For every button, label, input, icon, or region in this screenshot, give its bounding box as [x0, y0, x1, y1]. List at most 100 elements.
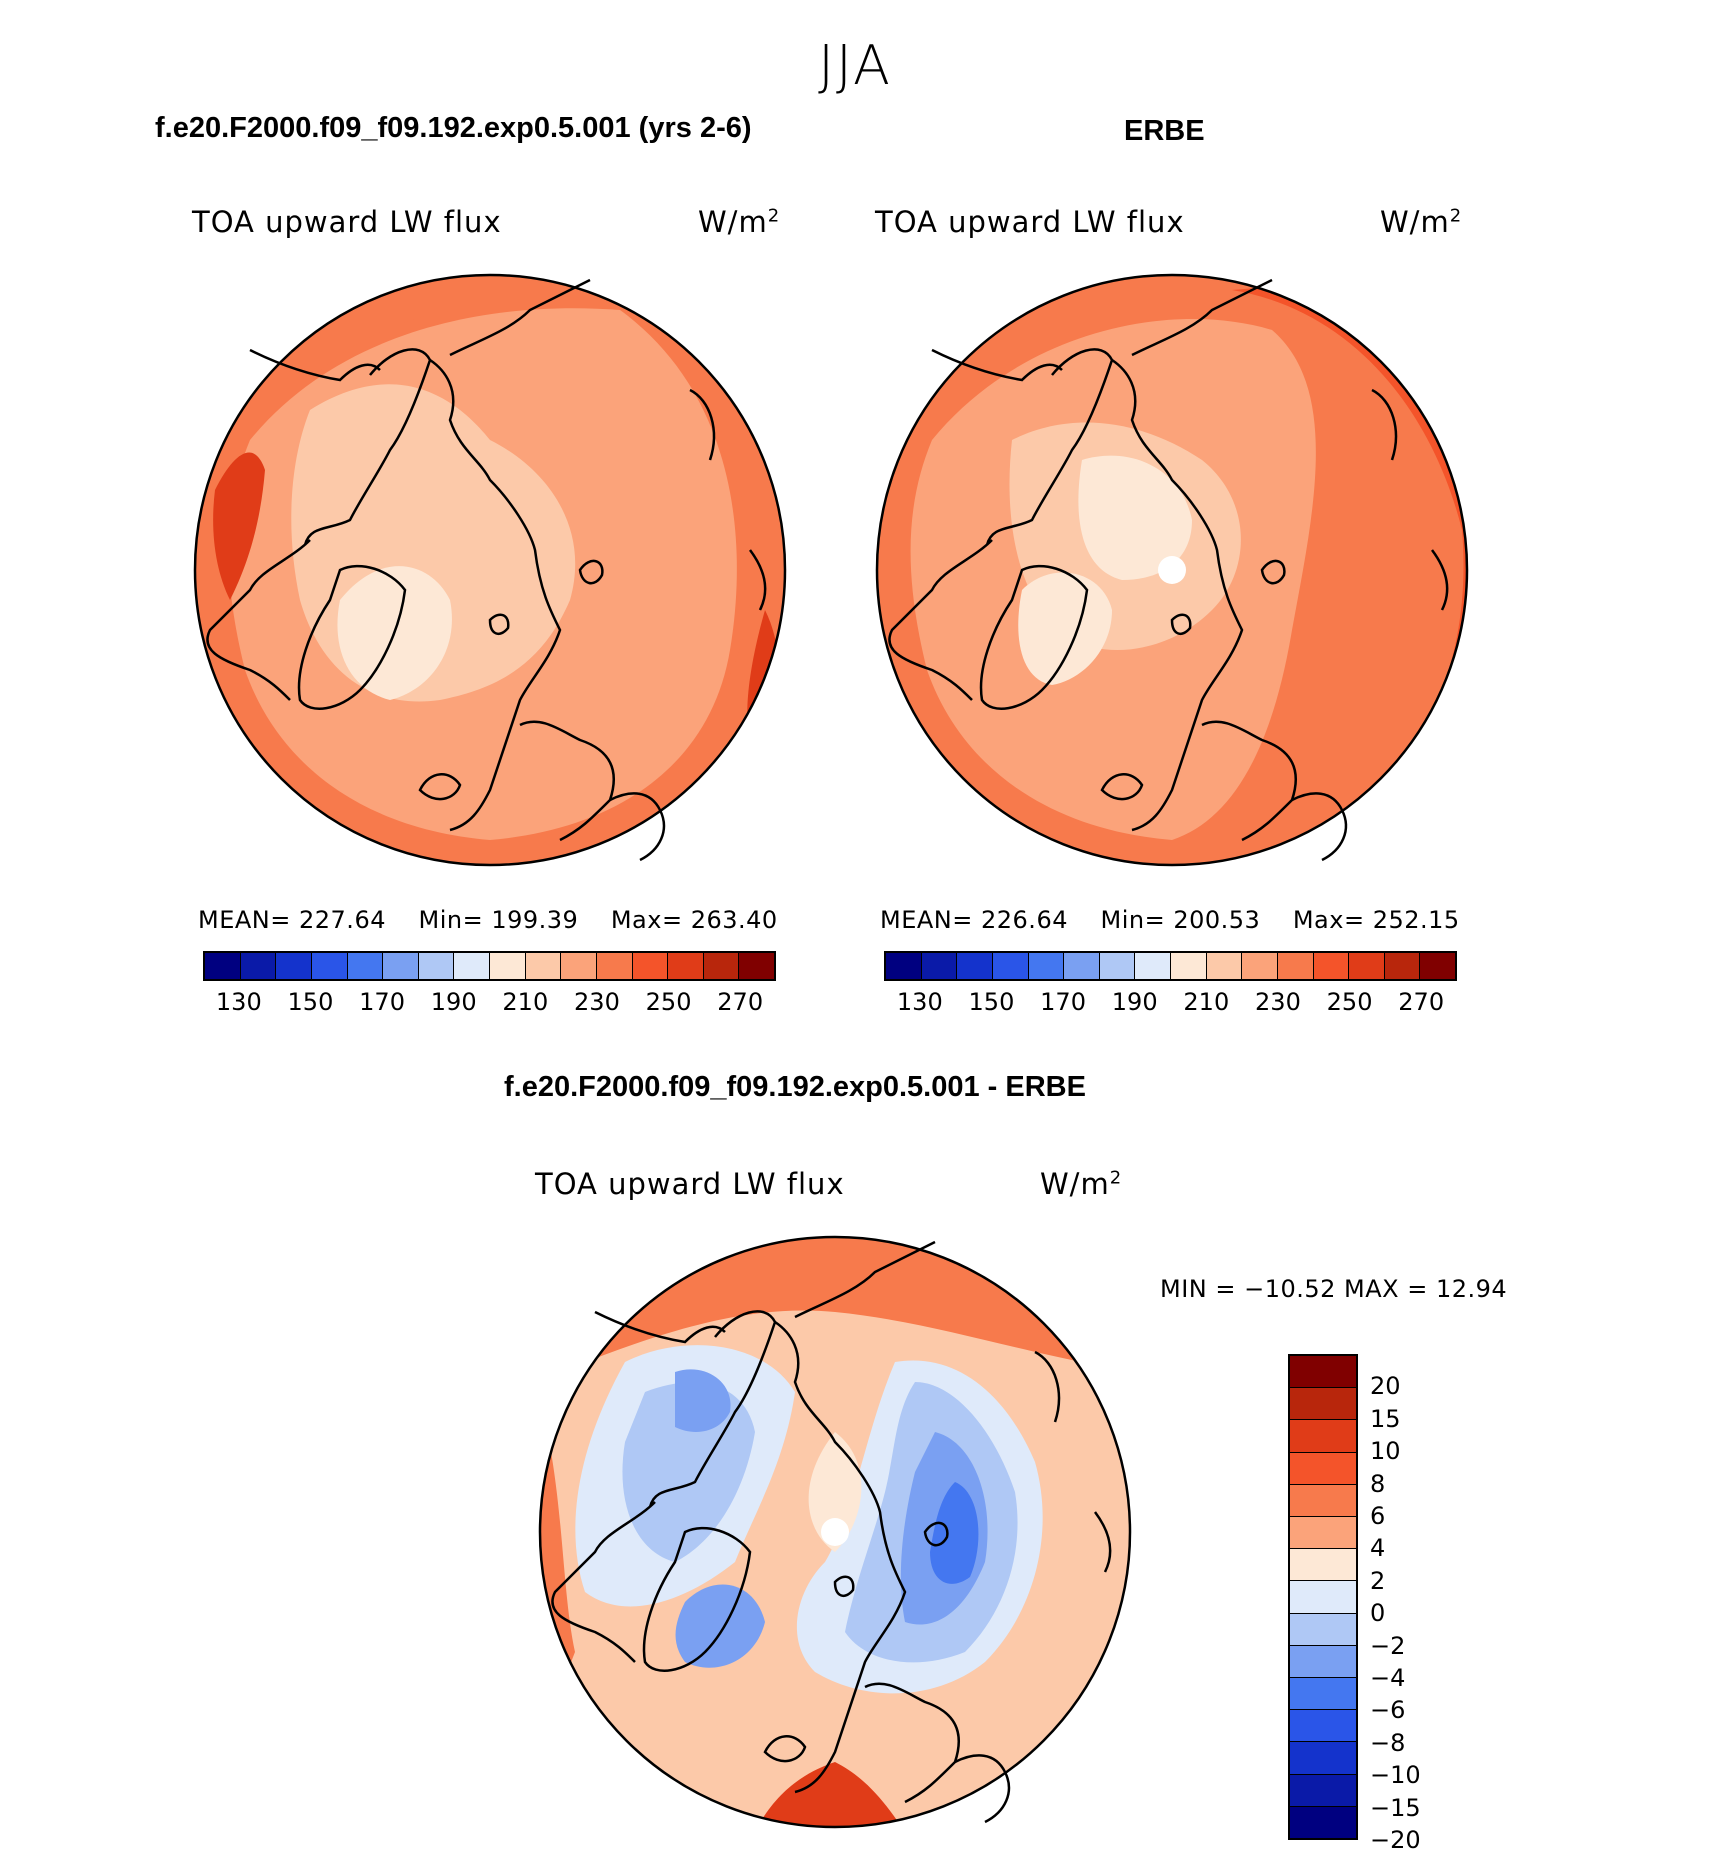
colorbar-tick-label: 270 — [1398, 988, 1445, 1016]
obs-colorbar — [884, 951, 1457, 981]
colorbar-swatch — [418, 953, 455, 979]
colorbar-tick-label: 170 — [359, 988, 405, 1016]
colorbar-swatch — [1290, 1806, 1356, 1839]
model-polar-map — [193, 273, 787, 867]
colorbar-tick-label: 250 — [645, 988, 692, 1016]
colorbar-tick-label: 130 — [215, 988, 262, 1016]
colorbar-tick-label: 150 — [968, 988, 1015, 1016]
model-colorbar — [203, 951, 776, 981]
model-panel-title: f.e20.F2000.f09_f09.192.exp0.5.001 (yrs … — [155, 112, 752, 144]
diff-units-label: W/m2 — [1040, 1167, 1123, 1201]
colorbar-swatch — [311, 953, 348, 979]
colorbar-swatch — [739, 953, 774, 979]
colorbar-tick-label: 170 — [1040, 988, 1086, 1016]
colorbar-swatch — [703, 953, 740, 979]
colorbar-swatch — [632, 953, 669, 979]
colorbar-swatch — [1420, 953, 1455, 979]
colorbar-swatch — [596, 953, 633, 979]
colorbar-swatch — [1171, 953, 1207, 979]
colorbar-tick-label: 270 — [717, 988, 764, 1016]
colorbar-swatch — [1099, 953, 1136, 979]
model-variable-label: TOA upward LW flux — [192, 205, 502, 239]
colorbar-swatch — [1242, 953, 1278, 979]
colorbar-tick-label: −15 — [1370, 1793, 1421, 1822]
colorbar-tick-label: 230 — [574, 988, 620, 1016]
colorbar-tick-label: 4 — [1370, 1534, 1386, 1563]
colorbar-tick-label: 210 — [1183, 988, 1230, 1016]
colorbar-tick-label: 2 — [1370, 1566, 1386, 1595]
colorbar-swatch — [276, 953, 312, 979]
colorbar-swatch — [1313, 953, 1350, 979]
colorbar-swatch — [1135, 953, 1171, 979]
obs-polar-map — [875, 273, 1469, 867]
model-units-label: W/m2 — [698, 205, 781, 239]
colorbar-swatch — [1064, 953, 1100, 979]
diff-min-max: MIN = −10.52 MAX = 12.94 — [1160, 1275, 1508, 1303]
colorbar-swatch — [1028, 953, 1065, 979]
colorbar-swatch — [347, 953, 384, 979]
obs-panel-title: ERBE — [1124, 115, 1205, 147]
model-colorbar-ticks: 130 150 170 190 210 230 250 270 — [203, 988, 776, 1018]
colorbar-tick-label: 250 — [1326, 988, 1373, 1016]
colorbar-swatch — [383, 953, 419, 979]
colorbar-tick-label: 15 — [1370, 1404, 1401, 1433]
diff-colorbar-ticks: 20 15 10 8 6 4 2 0 −2 −4 −6 −8 −10 −15 −20 — [1370, 1354, 1490, 1854]
figure-title: JJA — [818, 34, 892, 97]
colorbar-swatch — [1384, 953, 1421, 979]
colorbar-tick-label: 6 — [1370, 1502, 1386, 1530]
obs-units-label: W/m2 — [1380, 205, 1463, 239]
colorbar-swatch — [1290, 1678, 1356, 1711]
colorbar-swatch — [1290, 1613, 1356, 1646]
colorbar-swatch — [1290, 1420, 1356, 1453]
colorbar-tick-label: 150 — [287, 988, 334, 1016]
obs-colorbar-ticks: 130 150 170 190 210 230 250 270 — [884, 988, 1457, 1018]
model-stats: MEAN= 227.64 Min= 199.39 Max= 263.40 — [198, 906, 778, 934]
colorbar-tick-label: 10 — [1370, 1437, 1401, 1466]
colorbar-swatch — [1290, 1710, 1356, 1743]
colorbar-swatch — [1290, 1581, 1356, 1614]
colorbar-tick-label: −6 — [1370, 1696, 1406, 1725]
diff-panel-title: f.e20.F2000.f09_f09.192.exp0.5.001 - ERB… — [504, 1071, 1086, 1103]
colorbar-swatch — [886, 953, 922, 979]
colorbar-swatch — [205, 953, 241, 979]
obs-stats: MEAN= 226.64 Min= 200.53 Max= 252.15 — [880, 906, 1460, 934]
colorbar-swatch — [525, 953, 562, 979]
colorbar-swatch — [1349, 953, 1385, 979]
colorbar-swatch — [668, 953, 704, 979]
colorbar-swatch — [1290, 1645, 1356, 1679]
colorbar-tick-label: 190 — [1111, 988, 1158, 1016]
colorbar-swatch — [921, 953, 958, 979]
colorbar-tick-label: 0 — [1370, 1599, 1386, 1628]
colorbar-swatch — [490, 953, 526, 979]
colorbar-swatch — [1290, 1388, 1356, 1421]
diff-colorbar — [1288, 1354, 1358, 1840]
colorbar-tick-label: −2 — [1370, 1631, 1406, 1660]
colorbar-swatch — [561, 953, 597, 979]
colorbar-swatch — [1290, 1774, 1356, 1807]
colorbar-swatch — [1290, 1742, 1356, 1775]
colorbar-swatch — [1290, 1356, 1356, 1389]
colorbar-tick-label: 130 — [896, 988, 943, 1016]
colorbar-swatch — [1290, 1484, 1356, 1518]
colorbar-tick-label: 8 — [1370, 1469, 1386, 1498]
colorbar-tick-label: −4 — [1370, 1664, 1406, 1692]
colorbar-swatch — [454, 953, 490, 979]
obs-variable-label: TOA upward LW flux — [875, 205, 1185, 239]
colorbar-tick-label: −20 — [1370, 1826, 1421, 1854]
colorbar-tick-label: 230 — [1255, 988, 1301, 1016]
colorbar-tick-label: −10 — [1370, 1761, 1421, 1790]
colorbar-swatch — [992, 953, 1029, 979]
colorbar-tick-label: −8 — [1370, 1728, 1406, 1757]
colorbar-swatch — [1290, 1549, 1356, 1582]
colorbar-swatch — [1290, 1517, 1356, 1550]
colorbar-tick-label: 20 — [1370, 1372, 1401, 1401]
colorbar-tick-label: 210 — [502, 988, 549, 1016]
colorbar-swatch — [1206, 953, 1243, 979]
colorbar-swatch — [1277, 953, 1314, 979]
diff-polar-map — [538, 1235, 1132, 1829]
diff-variable-label: TOA upward LW flux — [535, 1167, 845, 1201]
colorbar-swatch — [957, 953, 993, 979]
colorbar-tick-label: 190 — [430, 988, 477, 1016]
colorbar-swatch — [1290, 1452, 1356, 1485]
colorbar-swatch — [240, 953, 277, 979]
